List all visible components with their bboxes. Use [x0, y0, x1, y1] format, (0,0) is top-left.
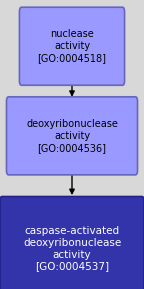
Text: nuclease
activity
[GO:0004518]: nuclease activity [GO:0004518]: [37, 29, 107, 63]
FancyBboxPatch shape: [0, 197, 144, 289]
FancyBboxPatch shape: [6, 97, 138, 175]
FancyBboxPatch shape: [19, 7, 125, 85]
Text: deoxyribonuclease
activity
[GO:0004536]: deoxyribonuclease activity [GO:0004536]: [26, 119, 118, 153]
Text: caspase-activated
deoxyribonuclease
activity
[GO:0004537]: caspase-activated deoxyribonuclease acti…: [23, 225, 121, 272]
